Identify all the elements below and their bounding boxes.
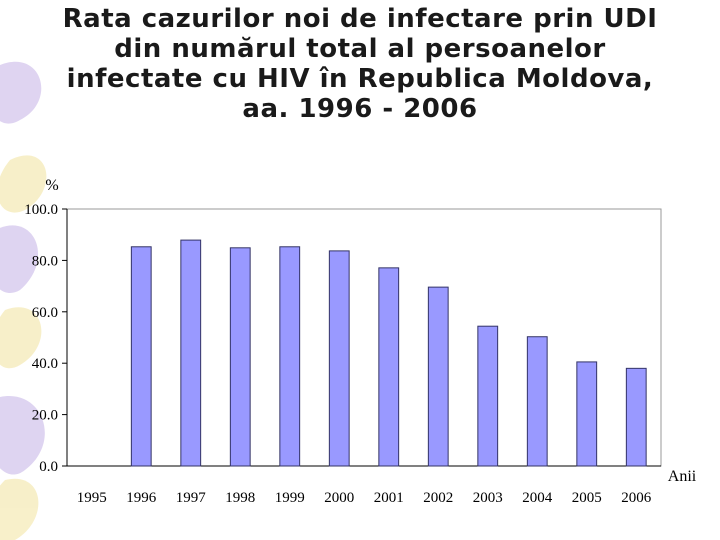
bar-2000 (328, 250, 350, 467)
x-tick-label: 2004 (522, 490, 553, 506)
y-tick-label: 40.0 (32, 356, 58, 372)
x-tick-label: 2005 (572, 490, 602, 506)
bar-2001 (378, 267, 400, 467)
x-tick-label: 1998 (225, 490, 255, 506)
y-axis-label: % (45, 177, 58, 194)
x-tick-label: 2000 (324, 490, 354, 506)
x-tick-label: 1996 (126, 490, 157, 506)
x-tick-label: 2001 (374, 490, 404, 506)
bar-1996 (130, 246, 152, 467)
plot-area (66, 208, 662, 467)
y-tick-label: 60.0 (32, 305, 58, 321)
bar-1997 (180, 239, 202, 467)
title-line-3: infectate cu HIV în Republica Moldova, (66, 64, 654, 94)
y-tick-label: 0.0 (39, 459, 58, 475)
title-line-1: Rata cazurilor noi de infectare prin UDI (62, 4, 658, 34)
bar-2003 (477, 325, 499, 467)
flower-decoration-icon (0, 62, 47, 540)
x-tick-label: 2002 (423, 490, 453, 506)
bar-2002 (427, 286, 449, 467)
bar-2006 (625, 367, 647, 467)
bar-1998 (229, 247, 251, 467)
x-tick-label: 1997 (176, 490, 207, 506)
bar-1999 (279, 246, 301, 467)
bar-chart: % Anii 0.0 20.0 40.0 60.0 80.0 100.0 1995 1996… (24, 177, 697, 506)
x-tick-label: 1999 (275, 490, 305, 506)
x-axis-label: Anii (668, 468, 697, 485)
y-tick-label: 20.0 (32, 408, 58, 424)
bar-2004 (526, 336, 548, 467)
x-tick-label: 2003 (473, 490, 503, 506)
y-tick-label: 100.0 (24, 202, 58, 218)
y-tick-label: 80.0 (32, 253, 58, 269)
title-line-2: din numărul total al persoanelor (114, 34, 606, 64)
slide-title: Rata cazurilor noi de infectare prin UDI… (0, 4, 720, 124)
x-tick-label: 2006 (621, 490, 652, 506)
x-tick-label: 1995 (77, 490, 107, 506)
bar-2005 (576, 361, 598, 467)
title-line-4: aa. 1996 - 2006 (242, 94, 478, 124)
